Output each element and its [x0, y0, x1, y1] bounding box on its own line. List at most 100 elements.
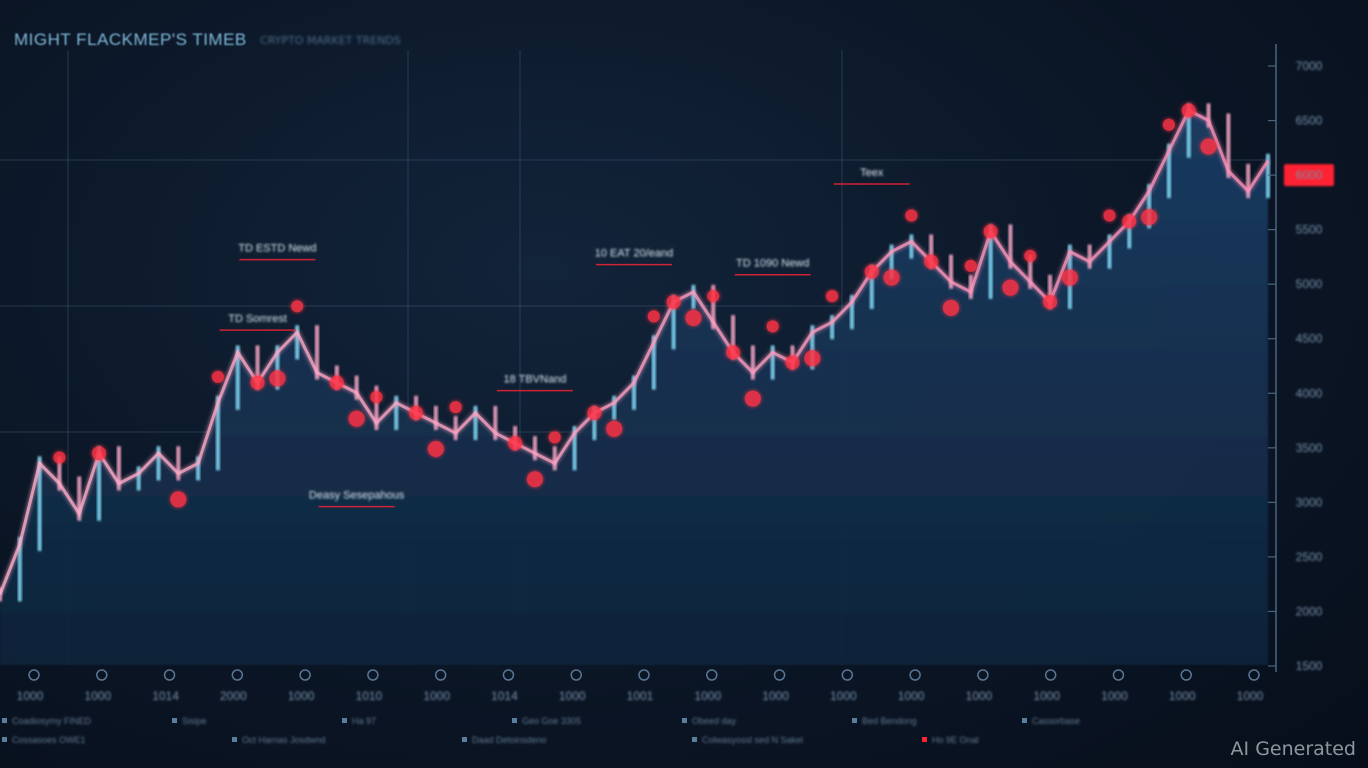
- event-marker: [647, 310, 660, 323]
- candle: [612, 395, 617, 420]
- candle: [1206, 103, 1211, 128]
- event-marker: [983, 224, 998, 239]
- annotation-label: Teex: [860, 167, 884, 179]
- x-axis-tick: [841, 669, 854, 681]
- candle: [1028, 254, 1033, 289]
- chart-title: MIGHT FLACKMEP'S TIMEB: [14, 30, 247, 49]
- legend-swatch: [172, 718, 177, 723]
- event-marker: [785, 355, 800, 370]
- event-marker: [1122, 214, 1137, 229]
- y-axis-tick-label: 3000: [1296, 495, 1323, 509]
- y-axis-tick-label: 5000: [1296, 277, 1323, 291]
- candle: [77, 476, 82, 521]
- x-axis-tick-label: 1000: [694, 689, 721, 703]
- x-axis-tick-label: 1000: [762, 689, 789, 703]
- candle: [909, 234, 914, 259]
- event-marker: [170, 491, 187, 508]
- y-axis-tick-label: 4500: [1296, 332, 1323, 346]
- candle: [116, 446, 121, 491]
- candle: [176, 446, 181, 481]
- legend-swatch: [852, 718, 857, 723]
- x-axis-tick: [706, 669, 718, 681]
- candle: [453, 416, 458, 441]
- y-axis-tick-label: 7000: [1296, 59, 1323, 73]
- x-axis-tick-label: 1000: [559, 689, 586, 703]
- x-axis-tick-label: 1000: [1101, 689, 1128, 703]
- event-marker: [685, 309, 702, 326]
- event-marker: [744, 390, 761, 407]
- legend-swatch: [692, 737, 697, 742]
- event-marker: [1162, 118, 1175, 131]
- candle: [830, 315, 835, 340]
- x-axis-tick-label: 1000: [423, 689, 450, 703]
- candle: [37, 456, 42, 551]
- candle: [235, 345, 240, 410]
- x-axis-tick-label: 2000: [220, 689, 247, 703]
- axis-layer: 7000 6500 6000 5500 5000 4500 4000 3500 3000 2500…: [17, 44, 1334, 703]
- candle: [731, 315, 736, 360]
- event-marker: [587, 405, 602, 420]
- event-marker: [548, 431, 561, 444]
- legend-label: Colwasyossl sed N Sakel: [702, 735, 803, 745]
- x-axis-tick-label: 1000: [288, 689, 315, 703]
- event-marker: [1002, 279, 1019, 296]
- event-marker: [526, 471, 543, 488]
- event-marker: [666, 295, 681, 309]
- x-axis-tick-label: 1000: [1169, 689, 1196, 703]
- candle: [849, 295, 854, 330]
- event-marker: [804, 350, 821, 367]
- event-marker: [726, 345, 741, 360]
- x-axis-tick-label: 1001: [627, 689, 654, 703]
- event-marker: [409, 405, 424, 420]
- x-axis-tick: [163, 669, 176, 681]
- event-marker: [291, 300, 304, 313]
- candle: [711, 284, 716, 330]
- price-line: [0, 108, 1270, 595]
- legend-label: Obeed day: [692, 716, 737, 726]
- candle: [1186, 103, 1191, 158]
- candle: [532, 436, 537, 461]
- candle: [97, 446, 102, 521]
- event-marker: [1043, 295, 1058, 309]
- legend-label: Bed Bendong: [862, 716, 917, 726]
- candle: [1107, 234, 1112, 269]
- legend-label: Ha 97: [352, 716, 376, 726]
- y-axis-tick-label: 6500: [1296, 114, 1323, 128]
- candle: [968, 274, 973, 299]
- y-axis-tick-label: 3500: [1296, 441, 1323, 455]
- legend-label: Geo Goe 3305: [522, 716, 581, 726]
- candle: [1246, 163, 1251, 199]
- legend-label: Coadiosymy FINED: [12, 716, 92, 726]
- x-axis-tick: [1044, 669, 1057, 681]
- x-axis-tick-label: 1000: [84, 689, 111, 703]
- x-axis-tick: [299, 669, 311, 681]
- event-marker: [1061, 269, 1078, 286]
- legend-swatch: [1022, 718, 1027, 723]
- candle: [632, 375, 636, 410]
- event-marker: [53, 451, 66, 464]
- candle: [17, 537, 22, 602]
- legend-layer: Coadiosymy FINED Sisipe Ha 97 Geo Goe 3305 O…: [2, 716, 1080, 745]
- candle: [572, 426, 577, 471]
- candle: [889, 244, 894, 279]
- watermark: AI Generated: [1230, 738, 1356, 760]
- legend-swatch: [462, 737, 467, 742]
- event-marker: [348, 410, 365, 427]
- x-axis-tick-label: 1000: [1033, 689, 1060, 703]
- event-marker: [905, 209, 918, 222]
- x-axis-tick: [1112, 669, 1125, 681]
- event-marker: [329, 375, 344, 390]
- y-axis-tick-label: 5500: [1296, 223, 1323, 237]
- candle: [810, 325, 815, 370]
- candle: [770, 345, 775, 380]
- annotation-label: TD 1090 Newd: [736, 258, 809, 270]
- candle: [215, 395, 220, 471]
- candle: [750, 345, 755, 380]
- event-marker: [1103, 209, 1116, 222]
- candle: [196, 456, 201, 481]
- y-axis-tick-label: 1500: [1296, 659, 1323, 673]
- y-axis-tick-label: 2500: [1296, 550, 1323, 564]
- event-marker: [250, 375, 265, 390]
